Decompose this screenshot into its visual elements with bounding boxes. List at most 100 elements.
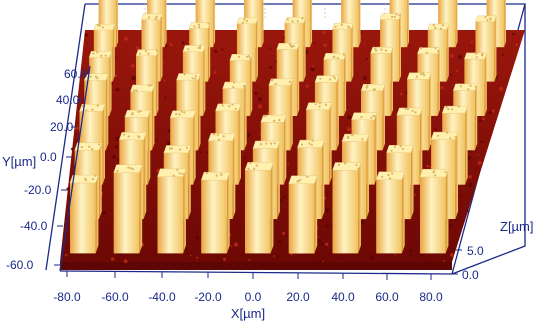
pillar: [288, 175, 318, 254]
pillar-texture: [241, 21, 244, 24]
base-speck: [279, 198, 283, 202]
pillar-side: [203, 45, 206, 116]
pillar-texture: [399, 145, 402, 148]
y-axis-title: Y[µm]: [2, 154, 36, 169]
pillar-texture: [255, 21, 258, 24]
pillar-texture: [404, 107, 407, 110]
pillar-texture: [154, 17, 157, 20]
pillar-side: [314, 175, 318, 254]
base-speck: [221, 48, 224, 51]
pillar-side: [105, 73, 109, 151]
x-axis-ticks: -80.0 -60.0 -40.0 -20.0 0.0 20.0 40.0 60…: [53, 271, 443, 304]
pillar-texture: [447, 108, 450, 111]
pillar-texture: [183, 73, 186, 76]
pillar-texture: [193, 25, 196, 28]
pillar-side: [290, 78, 293, 151]
pillar-side: [374, 112, 377, 185]
x-tick-label: 40.0: [331, 290, 355, 304]
pillar-texture: [393, 15, 396, 18]
pillar-texture: [391, 172, 394, 175]
pillar-top: [176, 73, 201, 81]
base-speck: [246, 135, 249, 138]
pillar-texture: [286, 18, 289, 21]
pillar-texture: [101, 26, 104, 29]
pillar-texture: [160, 16, 163, 20]
base-speck: [450, 253, 454, 257]
x-tick-label: 60.0: [375, 290, 399, 304]
pillar-texture: [310, 143, 313, 146]
pillar: [375, 171, 406, 254]
base-speck: [205, 151, 208, 154]
pillar-texture: [486, 19, 489, 22]
pillar: [419, 168, 449, 254]
pillar-texture: [420, 47, 423, 50]
pillar-side: [116, 0, 119, 48]
pillar-top: [341, 133, 370, 142]
pillar-texture: [84, 177, 87, 180]
pillar-texture: [441, 24, 444, 27]
pillar-texture: [391, 15, 394, 18]
pillar-texture: [249, 57, 252, 60]
pillar-texture: [337, 163, 340, 166]
pillar-texture: [247, 167, 250, 170]
pillar-texture: [123, 133, 126, 136]
x-tick-label: -40.0: [148, 290, 176, 304]
base-speck: [269, 66, 272, 69]
pillar-texture: [370, 116, 373, 119]
pillar-side: [102, 104, 105, 185]
base-speck: [370, 256, 374, 261]
x-tick-label: 0.0: [245, 290, 262, 304]
pillar-texture: [318, 102, 321, 105]
pillar-top: [430, 131, 459, 140]
pillar-side: [398, 13, 402, 82]
base-speck: [181, 41, 185, 45]
base-speck: [477, 154, 479, 156]
base-speck: [450, 53, 454, 58]
base-speck: [131, 75, 136, 81]
base-speck: [394, 254, 396, 256]
pillar-texture: [425, 51, 428, 54]
base-speck: [426, 164, 429, 168]
pillar-texture: [421, 72, 424, 75]
pillar-texture: [278, 119, 281, 122]
pillar-texture: [155, 49, 158, 52]
pillar-texture: [198, 26, 201, 29]
x-tick-label: -20.0: [194, 290, 222, 304]
base-speck: [424, 260, 428, 263]
pillar-texture: [91, 148, 94, 151]
pillar-texture: [263, 115, 266, 118]
pillar-texture: [332, 75, 335, 78]
pillar-texture: [291, 45, 294, 48]
pillar-top: [182, 45, 206, 52]
base-speck: [112, 154, 116, 159]
pillar-front: [70, 183, 96, 254]
pillar-texture: [137, 110, 140, 113]
pillar-texture: [127, 135, 130, 138]
pillar-texture: [333, 77, 337, 80]
pillar-side: [445, 169, 449, 254]
base-speck: [457, 55, 462, 59]
pillar-side: [283, 115, 287, 185]
pillar-texture: [380, 48, 383, 51]
pillar-texture: [437, 49, 440, 52]
pillar-texture: [457, 105, 460, 108]
pillar-texture: [300, 143, 304, 146]
pillar: [244, 162, 274, 254]
pillar-side: [232, 133, 236, 220]
pillar-front: [201, 180, 227, 254]
pillar-texture: [221, 104, 224, 107]
pillar-texture: [306, 175, 309, 178]
pillar-top: [118, 132, 147, 141]
pillar-texture: [247, 55, 250, 58]
base-speck: [248, 258, 251, 261]
pillar-top: [284, 17, 306, 24]
pillar-side: [382, 84, 385, 151]
pillar-texture: [318, 105, 321, 108]
pillar-texture: [116, 169, 119, 172]
base-speck: [366, 58, 369, 61]
pillar-texture: [484, 15, 487, 18]
base-speck: [460, 194, 463, 197]
pillar-side: [410, 145, 414, 220]
pillar-top: [222, 81, 247, 89]
pillar-texture: [393, 145, 397, 148]
